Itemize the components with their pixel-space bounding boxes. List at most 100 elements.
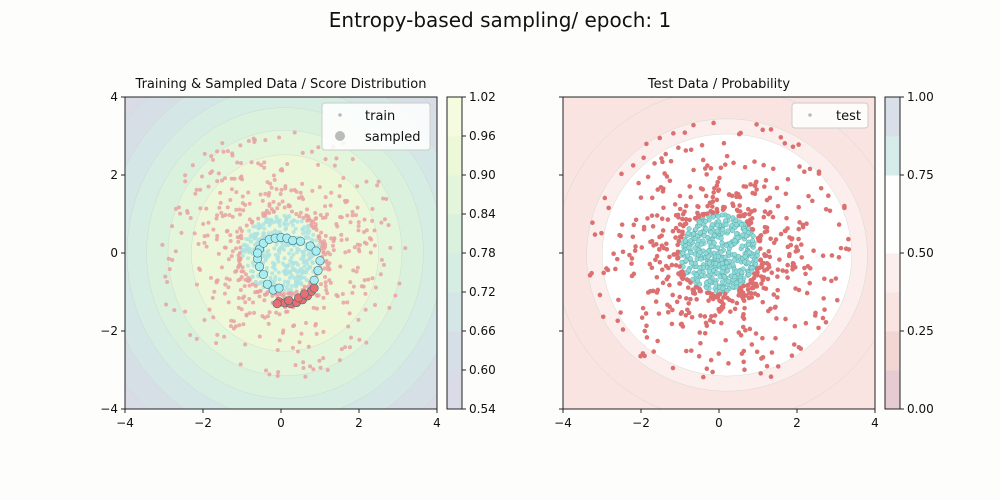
sampled-point [255, 262, 265, 272]
data-point [276, 370, 281, 375]
data-point [782, 141, 788, 146]
data-point [276, 259, 281, 264]
data-point [233, 246, 238, 251]
data-point [334, 293, 339, 298]
data-point [173, 206, 178, 211]
data-point [216, 171, 221, 176]
data-point [748, 182, 753, 187]
data-point [807, 166, 813, 172]
data-point [758, 258, 763, 263]
data-point [202, 234, 207, 239]
data-point [321, 250, 326, 255]
data-point [301, 365, 306, 370]
data-point [279, 187, 284, 192]
data-point [737, 203, 742, 208]
data-point [301, 260, 306, 265]
data-point [200, 174, 205, 179]
data-point [716, 351, 722, 356]
x-tick-label: −2 [194, 416, 212, 430]
data-point [290, 267, 295, 272]
data-point [677, 193, 683, 199]
data-point [660, 159, 665, 165]
data-point [641, 155, 646, 161]
data-point [232, 176, 237, 181]
data-point [370, 218, 375, 223]
data-point [711, 120, 716, 126]
data-point [297, 247, 302, 252]
data-point [283, 218, 288, 223]
data-point [687, 184, 692, 189]
data-point [327, 278, 332, 283]
data-point [698, 256, 704, 262]
data-point [660, 189, 666, 194]
data-point [673, 263, 679, 268]
sampled-point [295, 236, 305, 246]
data-point [751, 275, 757, 281]
data-point [403, 246, 408, 251]
data-point [701, 374, 706, 380]
data-point [692, 291, 698, 296]
sampled-point [311, 246, 321, 256]
data-point [277, 247, 282, 252]
data-point [710, 194, 716, 200]
left-panel: Training & Sampled Data / Score Distribu… [100, 77, 496, 430]
data-point [671, 131, 676, 136]
data-point [339, 347, 344, 352]
data-point [709, 204, 715, 209]
data-point [730, 201, 735, 206]
data-point [277, 223, 282, 228]
data-point [211, 227, 216, 232]
data-point [264, 265, 269, 270]
data-point [270, 260, 275, 265]
data-point [795, 248, 801, 253]
data-point [720, 285, 726, 291]
data-point [651, 349, 657, 354]
data-point [223, 282, 228, 287]
data-point [714, 228, 720, 234]
data-point [698, 241, 704, 247]
data-point [323, 280, 328, 285]
data-point [164, 302, 169, 307]
data-point [204, 244, 209, 249]
data-point [277, 277, 282, 282]
data-point [291, 252, 296, 257]
y-tick-label: −4 [100, 402, 118, 416]
data-point [304, 278, 309, 283]
data-point [611, 251, 616, 257]
data-point [243, 300, 248, 305]
colorbar-segment [885, 331, 900, 371]
legend-test-label: test [836, 109, 861, 124]
data-point [627, 252, 632, 258]
data-point [183, 173, 188, 178]
colorbar-segment [447, 175, 462, 215]
data-point [245, 263, 250, 268]
data-point [720, 279, 726, 285]
data-point [787, 251, 792, 257]
data-point [774, 316, 779, 321]
data-point [248, 247, 253, 252]
data-point [300, 150, 305, 155]
data-point [324, 288, 329, 293]
data-point [655, 187, 661, 192]
data-point [691, 231, 697, 237]
data-point [762, 224, 768, 230]
data-point [319, 246, 324, 251]
data-point [718, 165, 724, 171]
data-point [734, 300, 740, 306]
data-point [649, 265, 655, 271]
x-tick-label: −4 [116, 416, 134, 430]
data-point [280, 244, 285, 249]
data-point [341, 175, 346, 180]
data-point [297, 340, 302, 345]
data-point [290, 345, 295, 350]
colorbar-tick-label: 0.78 [469, 246, 496, 260]
data-point [773, 304, 778, 310]
data-point [727, 264, 733, 270]
data-point [277, 220, 282, 225]
data-point [228, 233, 233, 238]
data-point [709, 222, 715, 228]
data-point [222, 291, 227, 296]
data-point [823, 206, 829, 212]
data-point [769, 270, 775, 276]
data-point [214, 279, 219, 284]
